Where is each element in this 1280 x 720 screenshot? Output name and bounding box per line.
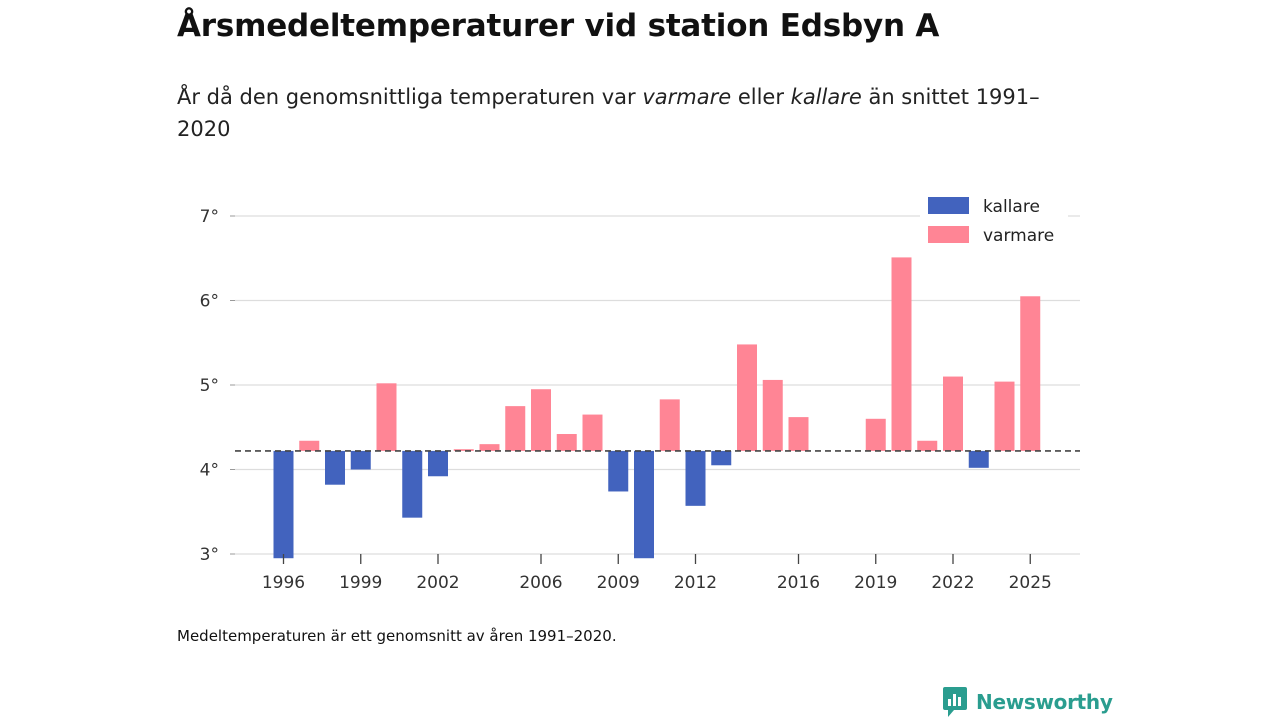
legend-swatch-warmer: [928, 226, 969, 243]
bar-warmer: [762, 379, 783, 451]
x-axis: 1996 1999 2002 2006 2009 2012 2016 2019 2022 2025: [262, 554, 1052, 593]
x-tick-label: 1996: [262, 573, 305, 593]
legend: kallare varmare: [920, 190, 1068, 254]
bar-warmer: [994, 381, 1015, 451]
brand-name: Newsworthy: [976, 690, 1113, 714]
newsworthy-logo-icon: [943, 687, 967, 717]
bar-warmer: [479, 444, 500, 451]
bar-warmer: [865, 418, 886, 451]
bar-colder: [685, 450, 706, 506]
bar-colder: [608, 450, 629, 492]
legend-swatch-colder: [928, 197, 969, 214]
bar-warmer: [659, 399, 680, 451]
bar-layer: [235, 257, 1080, 559]
x-tick-label: 2022: [931, 573, 974, 593]
bar-warmer: [376, 383, 397, 451]
x-tick-label: 1999: [339, 573, 382, 593]
bar-warmer: [299, 440, 320, 451]
bar-warmer: [943, 376, 963, 451]
x-tick-label: 2025: [1009, 573, 1052, 593]
bar-colder: [325, 450, 345, 485]
subtitle-prefix: År då den genomsnittliga temperaturen va…: [177, 85, 643, 109]
legend-label-warmer: varmare: [983, 226, 1054, 246]
chart-subtitle: År då den genomsnittliga temperaturen va…: [177, 81, 1057, 145]
subtitle-colder: kallare: [790, 85, 862, 109]
y-tick-label: 4°: [200, 461, 219, 481]
bar-warmer: [556, 434, 577, 451]
bar-warmer: [453, 449, 474, 451]
footnote: Medeltemperaturen är ett genomsnitt av å…: [177, 627, 617, 645]
x-tick-label: 2002: [416, 573, 459, 593]
legend-label-colder: kallare: [983, 197, 1040, 217]
bar-colder: [350, 450, 371, 470]
bar-colder: [634, 450, 654, 559]
bar-warmer: [505, 406, 526, 451]
x-tick-label: 2016: [777, 573, 820, 593]
y-tick-label: 6°: [200, 292, 219, 312]
x-tick-label: 2006: [519, 573, 562, 593]
bar-colder: [711, 450, 732, 466]
bar-warmer: [1020, 296, 1041, 451]
y-tick-label: 5°: [200, 376, 219, 396]
bar-warmer: [582, 414, 603, 451]
bar-colder: [273, 450, 294, 559]
x-tick-label: 2009: [597, 573, 640, 593]
bar-warmer: [737, 344, 757, 451]
bar-warmer: [531, 389, 551, 451]
y-tick-label: 7°: [200, 207, 219, 227]
x-tick-label: 2012: [674, 573, 717, 593]
bar-colder: [402, 450, 423, 518]
bar-warmer: [891, 257, 912, 451]
chart-title: Årsmedeltemperaturer vid station Edsbyn …: [177, 8, 940, 44]
bar-warmer: [917, 440, 938, 451]
y-tick-label: 3°: [200, 545, 219, 565]
brand: Newsworthy: [942, 686, 1113, 718]
bar-colder: [428, 450, 448, 477]
subtitle-suffix: än snittet 1991–2020: [177, 85, 1040, 141]
bar-colder: [968, 450, 989, 468]
x-tick-label: 2019: [854, 573, 897, 593]
subtitle-warmer: varmare: [642, 85, 732, 109]
bar-warmer: [788, 417, 809, 451]
subtitle-middle: eller: [731, 85, 791, 109]
